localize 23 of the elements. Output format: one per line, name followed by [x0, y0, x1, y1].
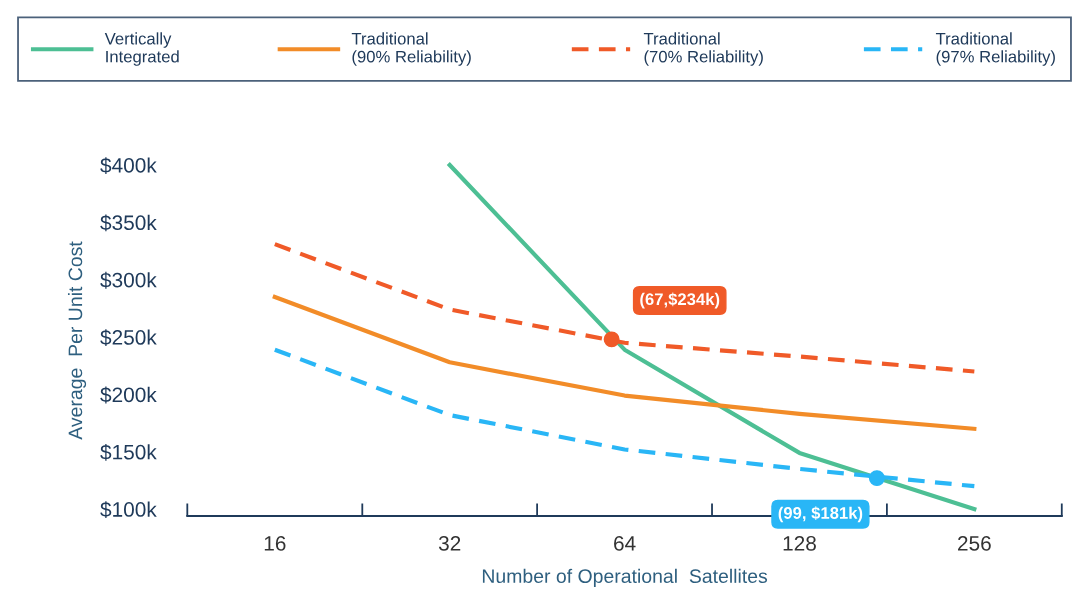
x-axis-title: Number of Operational Satellites — [482, 568, 768, 587]
line-series — [272, 294, 977, 431]
y-tick-label: $400k — [100, 157, 157, 174]
legend-label: Traditional (90% Reliability) — [351, 32, 471, 66]
annotation: (99, $181k) — [778, 506, 863, 523]
x-tick-label: 32 — [438, 535, 461, 551]
x-tick-label: 128 — [783, 535, 816, 551]
y-tick-label: $200k — [100, 386, 157, 404]
x-tick-label: 16 — [264, 535, 286, 551]
x-tick-label: 256 — [958, 535, 991, 551]
line-series — [272, 347, 977, 489]
y-tick-label: $150k — [100, 443, 157, 461]
x-tick-label: 64 — [614, 535, 636, 551]
legend-label: Traditional (70% Reliability) — [643, 32, 763, 66]
legend-label: Traditional (97% Reliability) — [935, 32, 1055, 66]
annotation: (67,$234k) — [640, 292, 720, 309]
y-tick-label: $100k — [100, 501, 157, 519]
y-tick-label: $300k — [100, 271, 157, 289]
y-axis-title: Average Per Unit Cost — [67, 241, 87, 440]
y-tick-label: $250k — [100, 329, 157, 347]
line-series — [272, 242, 977, 374]
legend-label: Vertically Integrated — [104, 32, 179, 66]
y-tick-label: $350k — [100, 214, 157, 232]
